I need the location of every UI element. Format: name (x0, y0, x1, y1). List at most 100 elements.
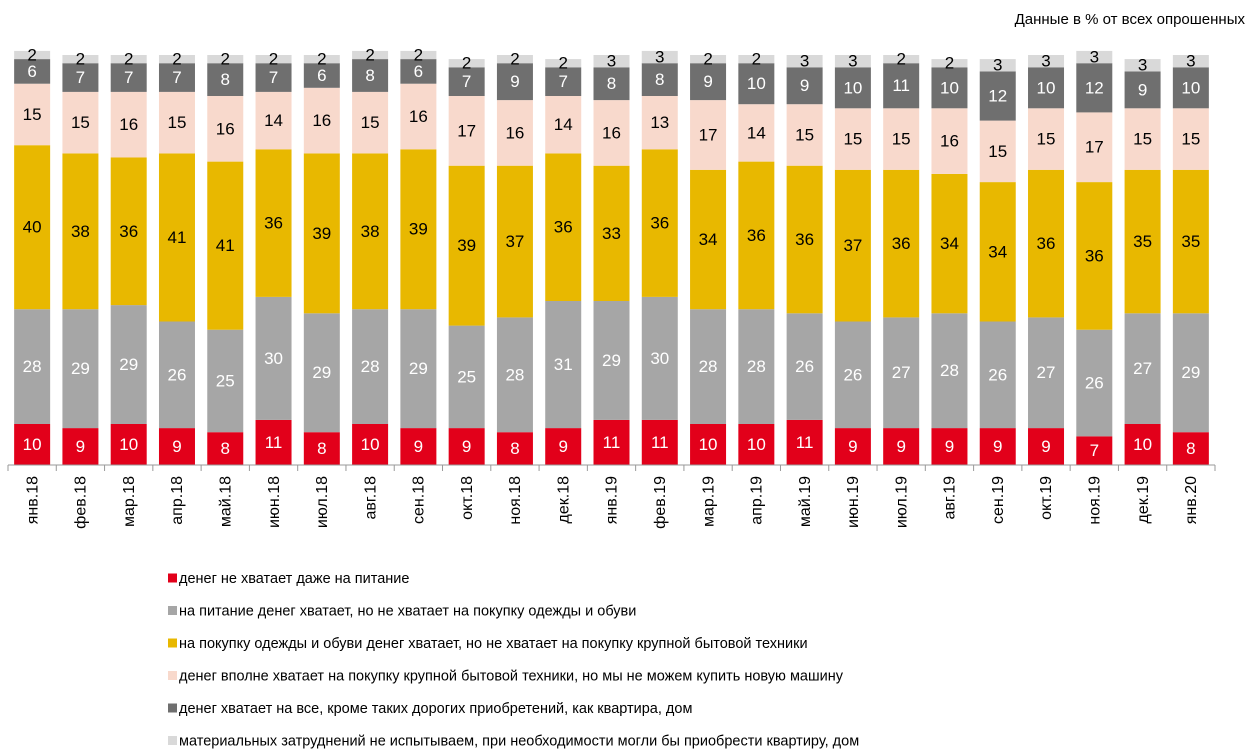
bar-segment (158, 91, 195, 154)
bar-segment (1028, 67, 1065, 109)
bar-segment (738, 104, 775, 162)
data-label: 9 (510, 72, 519, 91)
data-label: 39 (312, 224, 331, 243)
bar-segment (400, 309, 437, 429)
bar-segment (496, 432, 533, 465)
bar-segment (545, 59, 582, 68)
bar-segment (158, 321, 195, 429)
bar-segment (303, 432, 340, 465)
data-label: 7 (172, 68, 181, 87)
bar-segment (979, 120, 1016, 183)
data-label: 36 (650, 214, 669, 233)
data-label: 3 (848, 52, 857, 71)
data-label: 2 (752, 50, 761, 69)
data-label: 2 (76, 50, 85, 69)
data-label: 34 (940, 234, 959, 253)
data-label: 9 (848, 437, 857, 456)
bar-segment (110, 55, 147, 64)
data-label: 9 (945, 437, 954, 456)
data-label: 15 (71, 113, 90, 132)
data-label: 14 (264, 111, 283, 130)
data-label: 34 (699, 230, 718, 249)
data-label: 3 (655, 48, 664, 67)
data-label: 11 (603, 433, 621, 452)
data-label: 2 (27, 45, 36, 64)
data-label: 16 (312, 111, 331, 130)
bar-segment (62, 91, 99, 154)
bar-segment (352, 59, 389, 92)
bar-segment (158, 55, 195, 64)
data-label: 2 (269, 50, 278, 69)
x-tick-label: июн.18 (266, 476, 283, 528)
bar-segment (1172, 108, 1209, 170)
bar-segment (110, 424, 147, 465)
bar-segment (1076, 436, 1113, 465)
bar-segment (496, 55, 533, 64)
data-label: 36 (264, 214, 283, 233)
bar-segment (931, 67, 968, 109)
x-tick-label: сен.19 (990, 476, 1007, 524)
bar-segment (14, 424, 51, 465)
data-label: 10 (1181, 78, 1200, 97)
data-label: 8 (607, 74, 616, 93)
bar-segment (1124, 424, 1161, 465)
data-label: 37 (505, 232, 524, 251)
legend-label: на покупку одежды и обуви денег хватает,… (179, 636, 808, 652)
data-label: 16 (119, 115, 138, 134)
bar-segment (738, 55, 775, 64)
bar-segment (303, 313, 340, 433)
data-label: 7 (558, 72, 567, 91)
bar-segment (62, 55, 99, 64)
legend-label: денег не хватает даже на питание (179, 571, 409, 587)
bar-segment (690, 63, 727, 101)
bar-segment (738, 161, 775, 310)
data-label: 10 (361, 435, 380, 454)
bar-segment (1028, 428, 1065, 465)
data-label: 15 (361, 113, 380, 132)
data-label: 7 (76, 68, 85, 87)
data-label: 36 (1085, 246, 1104, 265)
data-label: 10 (843, 78, 862, 97)
bar-segment (303, 55, 340, 64)
data-label: 10 (940, 78, 959, 97)
data-label: 39 (409, 220, 428, 239)
data-label: 3 (800, 52, 809, 71)
data-label: 3 (1186, 52, 1195, 71)
bar-segment (110, 305, 147, 424)
data-label: 9 (462, 437, 471, 456)
bar-segment (593, 419, 630, 465)
bar-segment (883, 428, 920, 465)
bar-segment (931, 59, 968, 68)
bar-segment (1172, 55, 1209, 68)
x-tick-label: окт.19 (1038, 476, 1055, 520)
data-label: 28 (23, 357, 42, 376)
bar-segment (834, 108, 871, 170)
data-label: 6 (27, 62, 36, 81)
data-label: 27 (1133, 359, 1152, 378)
data-label: 25 (216, 371, 235, 390)
bar-segment (979, 182, 1016, 322)
bar-segment (1172, 432, 1209, 465)
data-label: 38 (71, 222, 90, 241)
bar-segment (545, 153, 582, 301)
data-label: 9 (172, 437, 181, 456)
data-label: 8 (510, 439, 519, 458)
bar-segment (303, 63, 340, 88)
data-label: 26 (795, 357, 814, 376)
bar-segment (786, 419, 823, 465)
data-label: 6 (414, 62, 423, 81)
data-label: 2 (896, 50, 905, 69)
data-label: 36 (795, 230, 814, 249)
bar-segment (62, 309, 99, 429)
chart-note: Данные в % от всех опрошенных (1015, 11, 1246, 28)
bar-segment (207, 161, 244, 330)
x-tick-label: сен.18 (411, 476, 428, 524)
bar-segment (448, 59, 485, 68)
data-label: 9 (76, 437, 85, 456)
bar-segment (400, 59, 437, 84)
bar-segment (352, 91, 389, 154)
data-label: 8 (317, 439, 326, 458)
data-label: 9 (703, 72, 712, 91)
data-label: 26 (168, 365, 187, 384)
bar-segment (1028, 55, 1065, 68)
